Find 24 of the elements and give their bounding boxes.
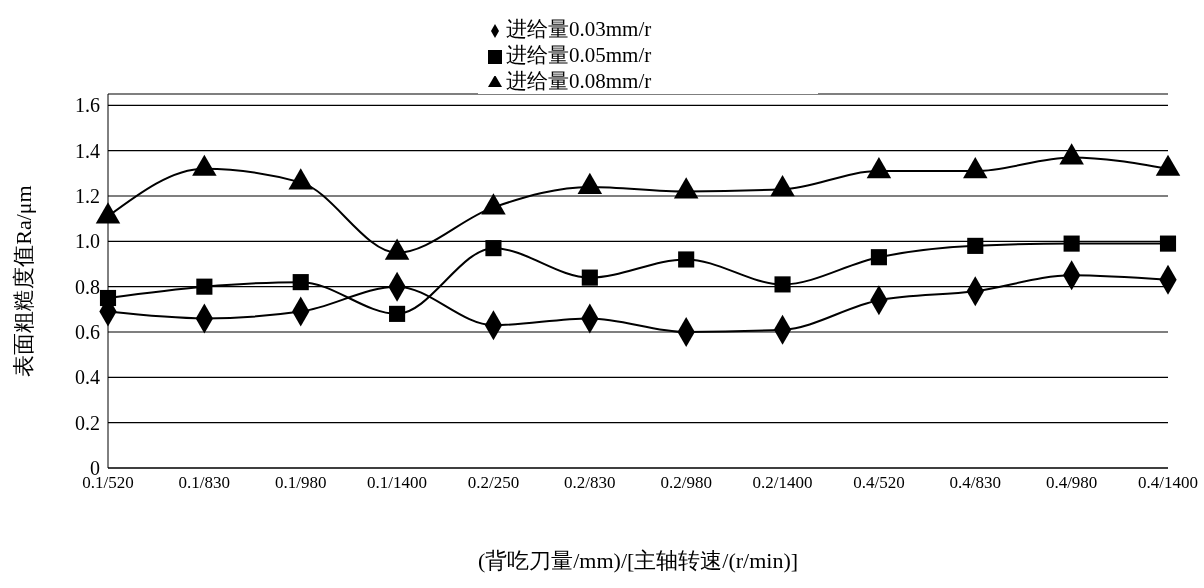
y-tick-label: 0.2 [75, 411, 100, 434]
y-tick-label: 0.8 [75, 275, 100, 298]
x-tick-label: 0.1/1400 [367, 473, 428, 493]
x-tick-label: 0.2/980 [660, 473, 712, 493]
y-tick-label: 0.6 [75, 321, 100, 344]
x-tick-label: 0.2/1400 [752, 473, 813, 493]
x-tick-label: 0.4/1400 [1138, 473, 1198, 493]
x-tick-label: 0.4/520 [853, 473, 905, 493]
y-tick-label: 1.4 [75, 139, 100, 162]
x-tick-label: 0.1/830 [178, 473, 231, 493]
y-tick-label: 1.2 [75, 185, 100, 208]
y-tick-label: 1.0 [75, 230, 100, 253]
y-axis-title: 表面粗糙度值Ra/μm [10, 185, 36, 377]
x-axis-title: (背吃刀量/mm)/[主轴转速/(r/min)] [477, 548, 799, 573]
legend-label: 进给量0.03mm/r [506, 17, 652, 41]
y-tick-label: 0.4 [75, 366, 100, 389]
x-tick-label: 0.2/250 [467, 473, 520, 493]
x-tick-label: 0.4/830 [949, 473, 1002, 493]
legend-label: 进给量0.08mm/r [506, 69, 652, 93]
y-tick-label: 1.6 [75, 94, 100, 117]
legend-label: 进给量0.05mm/r [506, 43, 652, 67]
x-tick-label: 0.2/830 [564, 473, 616, 493]
x-tick-label: 0.1/980 [274, 473, 327, 493]
x-tick-label: 0.4/980 [1045, 473, 1098, 493]
